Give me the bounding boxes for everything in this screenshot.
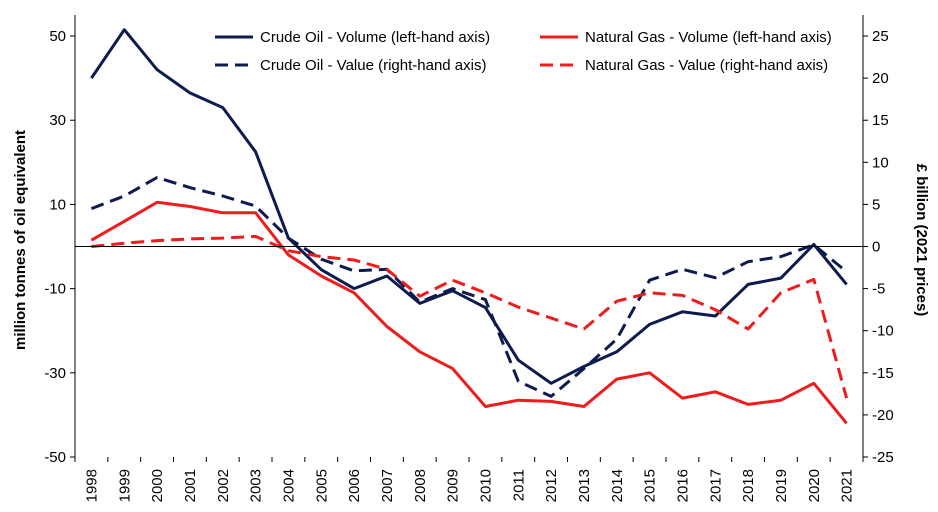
series-line-4 — [91, 234, 849, 399]
left-tick-label: -50 — [44, 449, 66, 466]
x-tick-label: 2001 — [182, 469, 199, 502]
series-line-3 — [90, 200, 848, 425]
x-tick-label: 2007 — [379, 469, 396, 502]
axes: 503010-10-30-502520151050-5-10-15-20-251… — [44, 15, 894, 502]
right-tick-label: -10 — [872, 323, 894, 340]
x-tick-label: 2018 — [740, 469, 757, 502]
right-tick-label: -25 — [872, 449, 894, 466]
left-axis-title: million tonnes of oil equivalent — [12, 130, 29, 350]
right-tick-label: 15 — [872, 112, 889, 129]
right-axis-title: £ billion (2021 prices) — [913, 164, 930, 317]
left-tick-label: 30 — [49, 112, 66, 129]
left-tick-label: -30 — [44, 365, 66, 382]
left-tick-label: 50 — [49, 28, 66, 45]
legend-label: Natural Gas - Volume (left-hand axis) — [585, 29, 832, 46]
right-tick-label: -20 — [872, 407, 894, 424]
x-tick-label: 2006 — [346, 469, 363, 502]
legend-label: Crude Oil - Value (right-hand axis) — [260, 57, 486, 74]
left-tick-label: -10 — [44, 281, 66, 298]
x-tick-label: 2009 — [445, 469, 462, 502]
x-tick-label: 2003 — [248, 469, 265, 502]
right-tick-label: 10 — [872, 154, 889, 171]
left-tick-label: 10 — [49, 196, 66, 213]
x-tick-label: 2002 — [215, 469, 232, 502]
x-tick-label: 2021 — [839, 469, 856, 502]
x-tick-label: 2014 — [609, 469, 626, 502]
legend-label: Crude Oil - Volume (left-hand axis) — [260, 29, 490, 46]
right-tick-label: -5 — [872, 281, 885, 298]
x-tick-label: 2016 — [674, 469, 691, 502]
x-tick-label: 2005 — [313, 469, 330, 502]
plot-area: 503010-10-30-502520151050-5-10-15-20-251… — [44, 15, 894, 502]
x-tick-label: 2017 — [707, 469, 724, 502]
legend: Crude Oil - Volume (left-hand axis) Crude… — [215, 29, 832, 74]
series-line-2 — [90, 176, 848, 398]
right-tick-label: 5 — [872, 196, 880, 213]
x-tick-label: 2015 — [642, 469, 659, 502]
x-tick-label: 2010 — [477, 469, 494, 502]
right-tick-label: 20 — [872, 70, 889, 87]
legend-label: Natural Gas - Value (right-hand axis) — [585, 57, 828, 74]
x-tick-label: 1999 — [116, 469, 133, 502]
series-lines — [90, 28, 849, 425]
right-tick-label: 25 — [872, 28, 889, 45]
x-tick-label: 2020 — [806, 469, 823, 502]
x-tick-label: 2013 — [576, 469, 593, 502]
x-tick-label: 1998 — [83, 469, 100, 502]
x-tick-label: 2004 — [280, 469, 297, 502]
right-tick-label: 0 — [872, 239, 880, 256]
x-tick-label: 2011 — [510, 469, 527, 501]
x-tick-label: 2019 — [773, 469, 790, 502]
right-tick-label: -15 — [872, 365, 894, 382]
x-tick-label: 2008 — [412, 469, 429, 502]
x-tick-label: 2012 — [543, 469, 560, 502]
series-line-1 — [90, 28, 848, 385]
x-tick-label: 2000 — [149, 469, 166, 502]
